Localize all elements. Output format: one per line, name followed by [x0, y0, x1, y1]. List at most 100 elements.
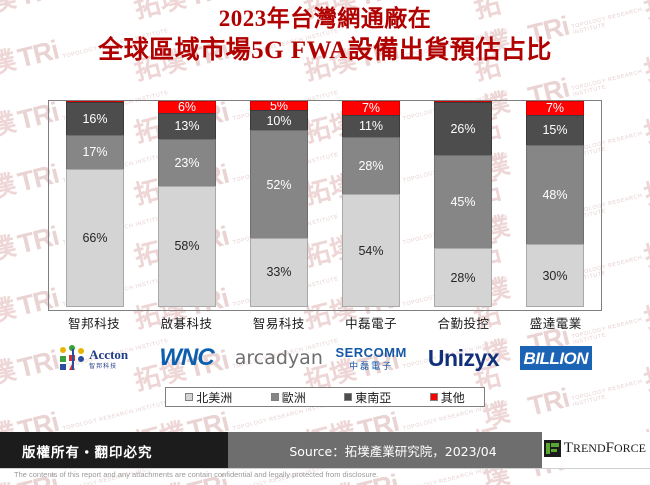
bar-segment[interactable]: 45%	[434, 155, 492, 250]
stacked-bar[interactable]: 1%16%17%66%	[66, 101, 124, 310]
legend-label: 歐洲	[281, 390, 306, 405]
company-logo-row: Accton 智邦科技 WNC arcadyan SERCOMM 中磊電子 Un…	[48, 337, 602, 379]
trendforce-wordmark: TRENDFORCE	[564, 440, 646, 457]
accton-latin: Accton	[89, 346, 129, 362]
bar-slot: 7% 15% 48% 30%	[509, 101, 601, 310]
accton-mark-icon	[60, 345, 86, 371]
trendforce-orce: ORCE	[613, 441, 646, 455]
logo-cell-unizyx: Unizyx	[417, 337, 509, 379]
title-line-1: 2023年台灣網通廠在	[218, 6, 432, 31]
bar-segment[interactable]: 16%	[66, 102, 124, 136]
bar-segment[interactable]: 15%	[526, 114, 584, 146]
legend-item[interactable]: 東南亞	[344, 389, 391, 406]
segment-value-label: 28%	[450, 270, 476, 285]
bar-slot: 7% 11% 28% 54%	[325, 101, 417, 310]
stacked-bar[interactable]: 6% 13% 23% 58%	[158, 101, 216, 310]
segment-value-label: 10%	[266, 113, 292, 128]
bar-segment[interactable]: 10%	[250, 110, 308, 132]
arcadyan-logo: arcadyan	[234, 347, 323, 369]
segment-value-label: 54%	[358, 243, 384, 258]
bar-segment[interactable]: 28%	[342, 136, 400, 196]
segment-value-label: 26%	[450, 122, 476, 137]
bar-segment[interactable]: 26%	[434, 102, 492, 157]
page-title: 2023年台灣網通廠在 全球區域市場5G FWA設備出貨預估占比	[0, 4, 650, 67]
legend-item[interactable]: 其他	[429, 389, 465, 406]
legend-label: 其他	[440, 390, 465, 405]
billion-logo: BILLION	[519, 346, 593, 370]
stacked-bar[interactable]: 7% 15% 48% 30%	[526, 101, 584, 310]
segment-value-label: 58%	[174, 239, 200, 254]
disclaimer-text: The contents of this report and any atta…	[14, 470, 379, 479]
x-axis-category-labels: 智邦科技 啟碁科技 智易科技 中磊電子 合勤投控 盛達電業	[48, 313, 602, 332]
bar-segment[interactable]: 30%	[526, 244, 584, 307]
legend-swatch-icon	[270, 393, 279, 401]
source-text: Source：拓墣產業研究院，2023/04	[289, 443, 497, 459]
segment-value-label: 28%	[358, 158, 384, 173]
stacked-bar[interactable]: 1%26%45%28%	[434, 101, 492, 310]
bar-slot: 1%26%45%28%	[417, 101, 509, 310]
logo-cell-billion: BILLION	[510, 337, 602, 379]
segment-value-label: 48%	[542, 188, 568, 203]
legend-item[interactable]: 歐洲	[270, 389, 306, 406]
title-line-2: 全球區域市場5G FWA設備出貨預估占比	[98, 37, 552, 64]
segment-value-label: 17%	[82, 145, 108, 160]
footer-divider	[0, 468, 650, 469]
segment-value-label: 5%	[269, 101, 289, 112]
bar-segment[interactable]: 7%	[526, 101, 584, 116]
legend-item[interactable]: 北美洲	[185, 389, 232, 406]
accton-logo: Accton 智邦科技	[60, 345, 128, 371]
logo-cell-arcadyan: arcadyan	[233, 337, 325, 379]
trendforce-rend: REND	[572, 441, 606, 455]
stacked-bar-group: 1%16%17%66%6%13%23%58%5%10%52%33%7%11%28…	[49, 101, 601, 310]
bar-segment[interactable]: 23%	[158, 138, 216, 187]
legend-label: 東南亞	[355, 390, 392, 405]
x-axis-label: 中磊電子	[345, 316, 398, 331]
bar-slot: 1%16%17%66%	[49, 101, 141, 310]
trendforce-logo: TRENDFORCE	[543, 440, 646, 457]
x-axis-label: 合勤投控	[437, 316, 490, 331]
bar-segment[interactable]: 48%	[526, 144, 584, 246]
stacked-bar[interactable]: 7% 11% 28% 54%	[342, 101, 400, 310]
unizyx-logo: Unizyx	[427, 344, 500, 371]
footer-bar: 版權所有・翻印必究 Source：拓墣產業研究院，2023/04 TRENDFO…	[0, 432, 650, 468]
bar-segment[interactable]: 66%	[66, 169, 124, 307]
segment-value-label: 23%	[174, 155, 200, 170]
segment-value-label: 52%	[266, 177, 292, 192]
bar-segment[interactable]: 52%	[250, 130, 308, 239]
bar-segment[interactable]: 13%	[158, 112, 216, 140]
chart-plot-area: 1%16%17%66%6%13%23%58%5%10%52%33%7%11%28…	[48, 100, 602, 311]
bar-segment[interactable]: 28%	[434, 248, 492, 307]
segment-value-label: 13%	[174, 119, 200, 134]
segment-value-label: 6%	[177, 101, 197, 114]
x-axis-label: 啟碁科技	[160, 316, 213, 331]
sercomm-latin: SERCOMM	[335, 344, 407, 360]
segment-value-label: 16%	[82, 111, 108, 126]
stacked-bar[interactable]: 5% 10% 52% 33%	[250, 101, 308, 310]
bar-segment[interactable]: 33%	[250, 238, 308, 307]
copyright-text: 版權所有・翻印必究	[22, 445, 153, 461]
accton-wordmark: Accton 智邦科技	[89, 347, 128, 370]
legend-swatch-icon	[185, 393, 194, 401]
trendforce-t: T	[563, 440, 573, 456]
logo-cell-wnc: WNC	[140, 337, 232, 379]
segment-value-label: 15%	[542, 123, 568, 138]
logo-cell-sercomm: SERCOMM 中磊電子	[325, 337, 417, 379]
segment-value-label: 11%	[358, 119, 384, 134]
bar-segment[interactable]: 58%	[158, 185, 216, 307]
segment-value-label: 30%	[542, 268, 568, 283]
bar-slot: 5% 10% 52% 33%	[233, 101, 325, 310]
bar-segment[interactable]: 7%	[342, 101, 400, 116]
legend-label: 北美洲	[196, 390, 233, 405]
bar-segment[interactable]: 17%	[66, 134, 124, 171]
bar-segment[interactable]: 11%	[342, 114, 400, 138]
segment-value-label: 66%	[82, 231, 108, 245]
accton-cjk: 智邦科技	[89, 363, 118, 370]
x-axis-label: 盛達電業	[529, 316, 582, 331]
legend-swatch-icon	[344, 393, 353, 401]
trendforce-f: F	[605, 440, 614, 456]
bar-segment[interactable]: 54%	[342, 194, 400, 307]
sercomm-cjk: 中磊電子	[349, 360, 394, 371]
